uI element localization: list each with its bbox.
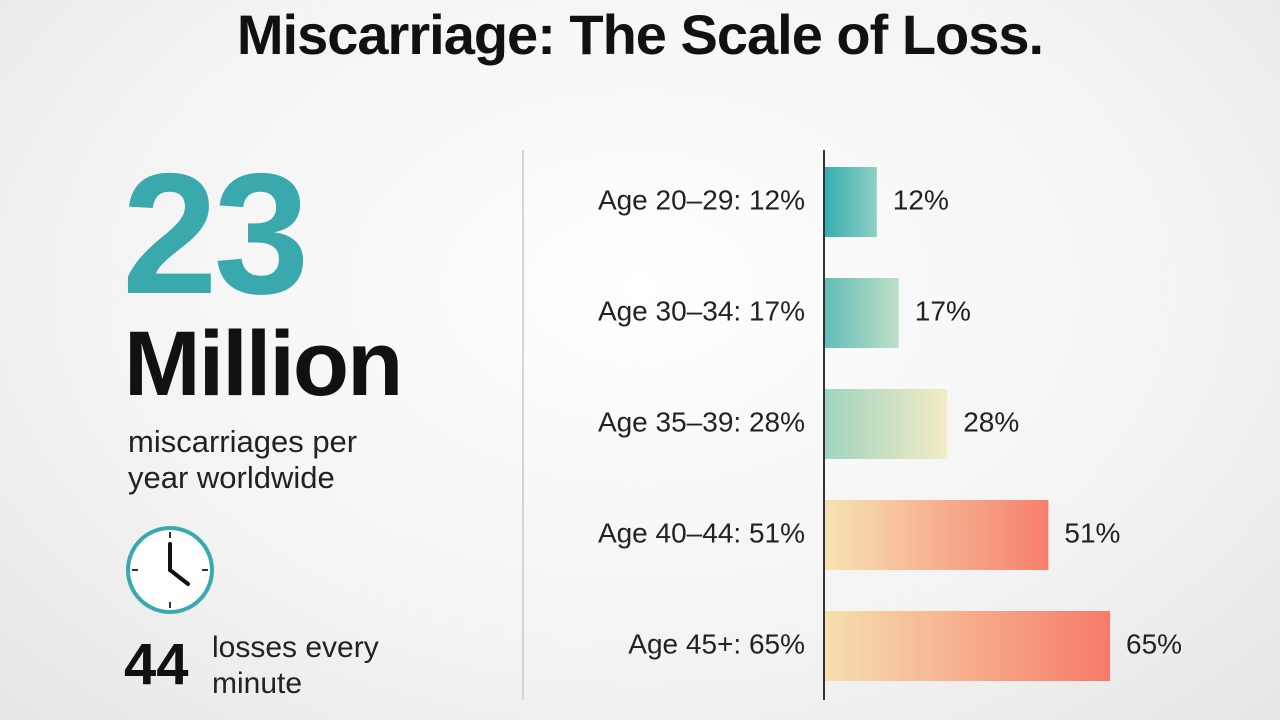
headline-caption: miscarriages per year worldwide — [128, 424, 358, 495]
value-label: 65% — [1126, 628, 1182, 659]
bar — [824, 611, 1110, 681]
clock-icon — [126, 526, 214, 614]
category-label: Age 30–34: 17% — [598, 295, 805, 326]
value-label: 17% — [915, 295, 971, 326]
title: Miscarriage: The Scale of Loss. — [236, 3, 1044, 66]
value-label: 12% — [893, 184, 949, 215]
bar — [824, 389, 948, 459]
value-label: 28% — [963, 406, 1019, 437]
bar — [824, 167, 877, 237]
value-label: 51% — [1064, 517, 1120, 548]
headline-number: 23 — [122, 138, 309, 330]
bar — [824, 278, 899, 348]
rate-number: 44 — [124, 632, 189, 697]
category-label: Age 40–44: 51% — [598, 517, 805, 548]
category-label: Age 45+: 65% — [628, 628, 805, 659]
rate-caption: losses every minute — [212, 631, 379, 700]
category-label: Age 35–39: 28% — [598, 406, 805, 437]
headline-unit: Million — [124, 313, 403, 415]
category-label: Age 20–29: 12% — [598, 184, 805, 215]
bar — [824, 500, 1049, 570]
